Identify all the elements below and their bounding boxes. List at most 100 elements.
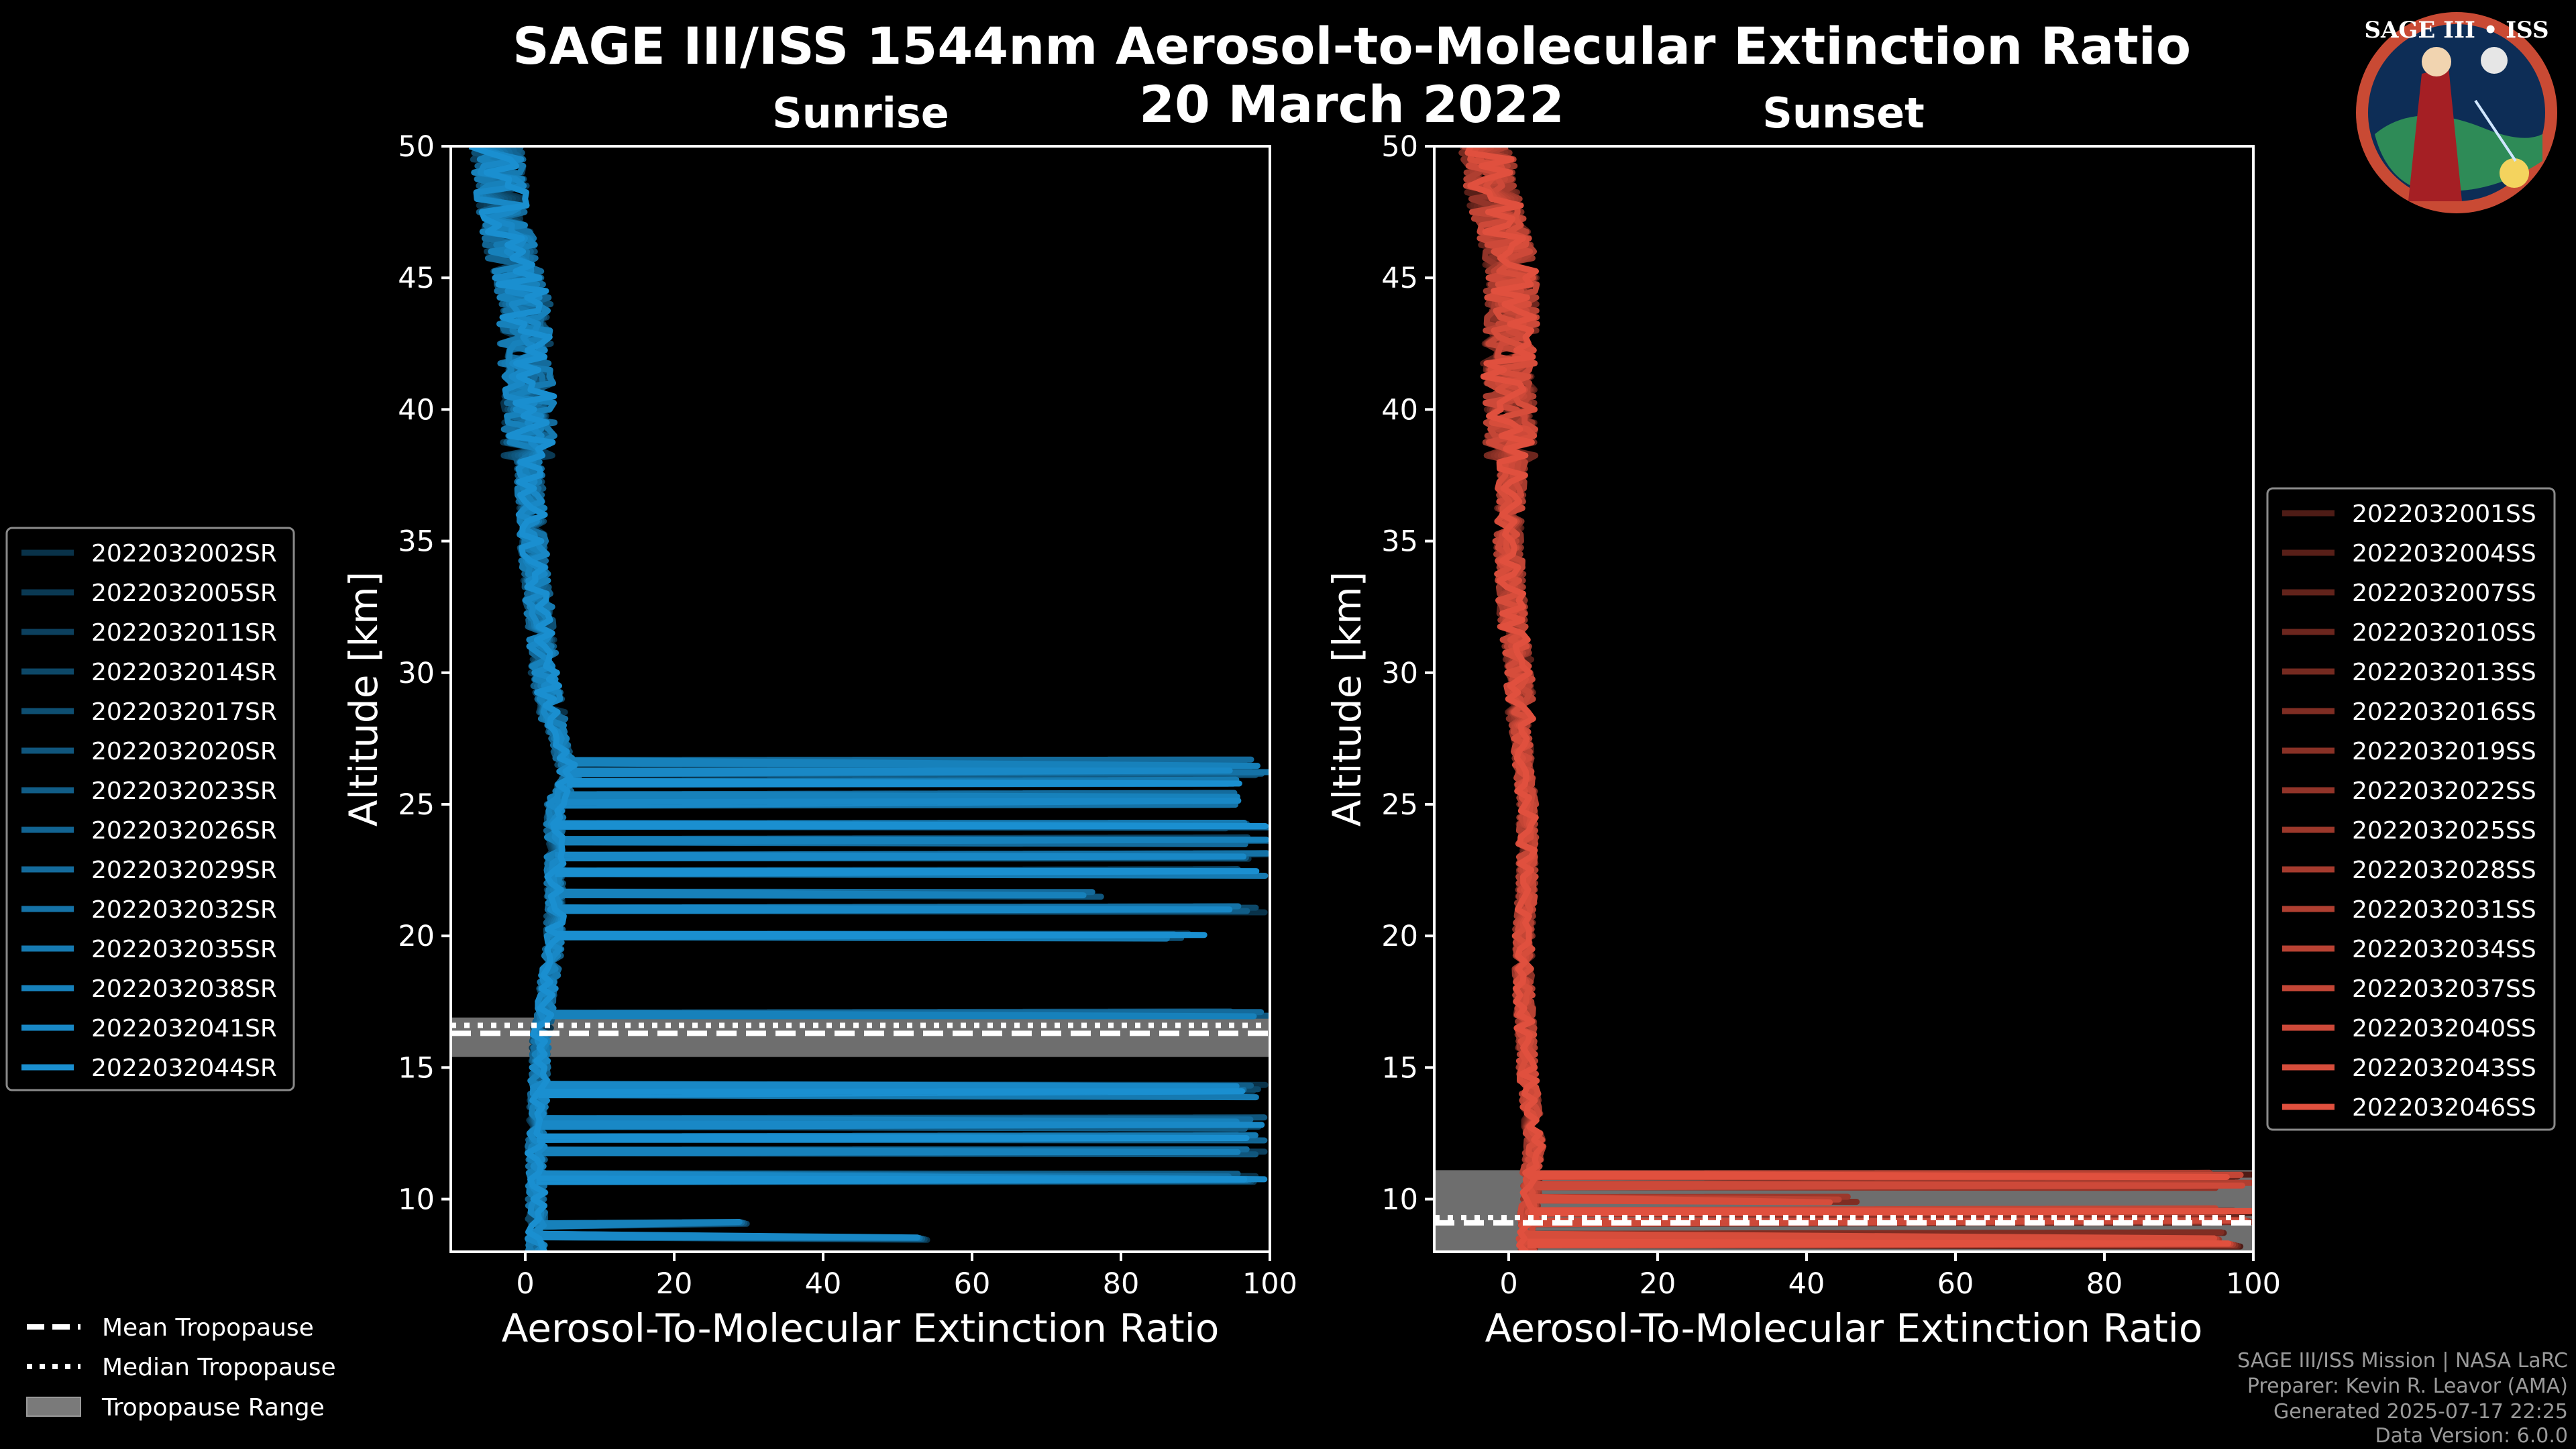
- y-tick-label: 30: [1381, 657, 1418, 690]
- y-tick-label: 20: [398, 920, 435, 953]
- legend-entry: 2022032002SR: [91, 540, 277, 568]
- y-tick-label: 15: [398, 1051, 435, 1085]
- series-line-2022032046SS: [1464, 146, 2253, 1252]
- y-tick-label: 40: [398, 393, 435, 427]
- legend-entry: 2022032037SS: [2352, 975, 2536, 1003]
- logo-name-text: SAGE III • ISS: [2364, 17, 2548, 44]
- logo-sun-icon: [2500, 158, 2529, 188]
- legend-entry: 2022032034SS: [2352, 936, 2536, 963]
- legend-entry: 2022032016SS: [2352, 698, 2536, 726]
- y-tick-label: 10: [398, 1183, 435, 1217]
- axes-frame: [449, 145, 1271, 1253]
- sunrise-panel: 10 15 20 25 30 35 40 45 50 0 20 40 60 80 100 Aerosol-To…: [341, 130, 1297, 1351]
- sunrise-legend: 2022032002SR 2022032005SR 2022032011SR 2022…: [5, 527, 295, 1091]
- legend-entry: 2022032044SR: [91, 1055, 277, 1082]
- legend-entry: 2022032019SS: [2352, 738, 2536, 765]
- legend-entry: 2022032046SS: [2352, 1094, 2536, 1122]
- legend-entry: 2022032001SS: [2352, 500, 2536, 528]
- x-tick-label: 40: [805, 1267, 842, 1301]
- legend-entry: 2022032017SR: [91, 698, 277, 726]
- y-tick-label: 35: [1381, 525, 1418, 559]
- legend-entry: 2022032026SR: [91, 817, 277, 845]
- x-tick-label: 0: [516, 1267, 534, 1301]
- x-tick-label: 100: [1242, 1267, 1297, 1301]
- sunset-legend: 2022032001SS 2022032004SS 2022032007SS 2022…: [2266, 487, 2556, 1131]
- tropopause-range-label: Tropopause Range: [101, 1394, 325, 1421]
- legend-entry: 2022032038SR: [91, 975, 277, 1003]
- median-tropopause-label: Median Tropopause: [102, 1354, 336, 1381]
- y-axis-label: Altitude [km]: [341, 572, 386, 826]
- x-tick-label: 20: [1640, 1267, 1676, 1301]
- credit-generated: Generated 2025-07-17 22:25: [2273, 1400, 2568, 1424]
- x-axis-label: Aerosol-To-Molecular Extinction Ratio: [502, 1305, 1220, 1351]
- y-tick-label: 15: [1381, 1051, 1418, 1085]
- credit-mission: SAGE III/ISS Mission | NASA LaRC: [2237, 1349, 2568, 1373]
- y-tick-label: 50: [398, 130, 435, 164]
- logo-ray-line: [2474, 99, 2517, 162]
- x-tick-label: 80: [2086, 1267, 2123, 1301]
- y-tick-label: 35: [398, 525, 435, 559]
- legend-entry: 2022032005SR: [91, 580, 277, 607]
- y-tick-label: 40: [1381, 393, 1418, 427]
- legend-entry: 2022032031SS: [2352, 896, 2536, 924]
- y-tick-label: 30: [398, 657, 435, 690]
- plot-area: [451, 146, 1270, 1252]
- x-tick-label: 80: [1103, 1267, 1140, 1301]
- legend-entry: 2022032028SS: [2352, 857, 2536, 884]
- logo-figure-robe: [2408, 67, 2462, 201]
- figure-title: SAGE III/ISS 1544nm Aerosol-to-Molecular…: [513, 16, 2191, 76]
- y-tick-label: 10: [1381, 1183, 1418, 1217]
- y-tick-label: 25: [1381, 788, 1418, 822]
- y-tick-label: 45: [1381, 262, 1418, 295]
- x-axis-label: Aerosol-To-Molecular Extinction Ratio: [1485, 1305, 2203, 1351]
- legend-entry: 2022032040SS: [2352, 1015, 2536, 1042]
- x-tick-label: 40: [1788, 1267, 1825, 1301]
- x-tick-label: 100: [2226, 1267, 2281, 1301]
- legend-entry: 2022032022SS: [2352, 777, 2536, 805]
- legend-entry: 2022032020SR: [91, 738, 277, 765]
- logo-figure-head: [2422, 47, 2451, 76]
- legend-entry: 2022032007SS: [2352, 580, 2536, 607]
- sunset-panel-title: Sunset: [1762, 89, 1925, 138]
- y-tick-label: 45: [398, 262, 435, 295]
- x-tick-label: 60: [1937, 1267, 1974, 1301]
- x-tick-label: 60: [954, 1267, 991, 1301]
- legend-entry: 2022032014SR: [91, 659, 277, 686]
- figure-date: 20 March 2022: [1139, 74, 1564, 134]
- series-line-2022032038SR: [471, 146, 1270, 1252]
- logo-moon-icon: [2481, 47, 2508, 74]
- credit-preparer: Preparer: Kevin R. Leavor (AMA): [2247, 1375, 2568, 1398]
- legend-frame: [5, 527, 295, 1091]
- legend-entry: 2022032023SR: [91, 777, 277, 805]
- legend-entry: 2022032035SR: [91, 936, 277, 963]
- y-tick-label: 25: [398, 788, 435, 822]
- tropopause-range-swatch: [26, 1397, 81, 1417]
- mean-tropopause-label: Mean Tropopause: [102, 1314, 314, 1342]
- y-tick-label: 50: [1381, 130, 1418, 164]
- legend-frame: [2266, 487, 2556, 1131]
- legend-entry: 2022032011SR: [91, 619, 277, 647]
- legend-entry: 2022032043SS: [2352, 1055, 2536, 1082]
- x-tick-label: 20: [656, 1267, 693, 1301]
- legend-entry: 2022032029SR: [91, 857, 277, 884]
- legend-entry: 2022032032SR: [91, 896, 277, 924]
- legend-entry: 2022032041SR: [91, 1015, 277, 1042]
- legend-entry: 2022032004SS: [2352, 540, 2536, 568]
- mission-logo: SAGE III • ISS: [2356, 12, 2557, 213]
- plot-area: [1434, 146, 2253, 1252]
- x-tick-label: 0: [1499, 1267, 1517, 1301]
- y-tick-label: 20: [1381, 920, 1418, 953]
- sunset-panel: 10 15 20 25 30 35 40 45 50 0 20 40 60 80 100 Aerosol-To…: [1324, 130, 2281, 1351]
- y-axis-label: Altitude [km]: [1324, 572, 1370, 826]
- sunrise-panel-title: Sunrise: [772, 89, 949, 138]
- credits: SAGE III/ISS Mission | NASA LaRC Prepare…: [2237, 1349, 2568, 1448]
- legend-entry: 2022032025SS: [2352, 817, 2536, 845]
- credit-version: Data Version: 6.0.0: [2375, 1424, 2568, 1448]
- legend-entry: 2022032013SS: [2352, 659, 2536, 686]
- axes-frame: [1433, 145, 2255, 1253]
- series-line-2022032044SR: [468, 146, 1269, 1252]
- series-line-2022032041SR: [473, 146, 1268, 1252]
- legend-entry: 2022032010SS: [2352, 619, 2536, 647]
- tropopause-legend: Mean Tropopause Median Tropopause Tropop…: [26, 1314, 336, 1421]
